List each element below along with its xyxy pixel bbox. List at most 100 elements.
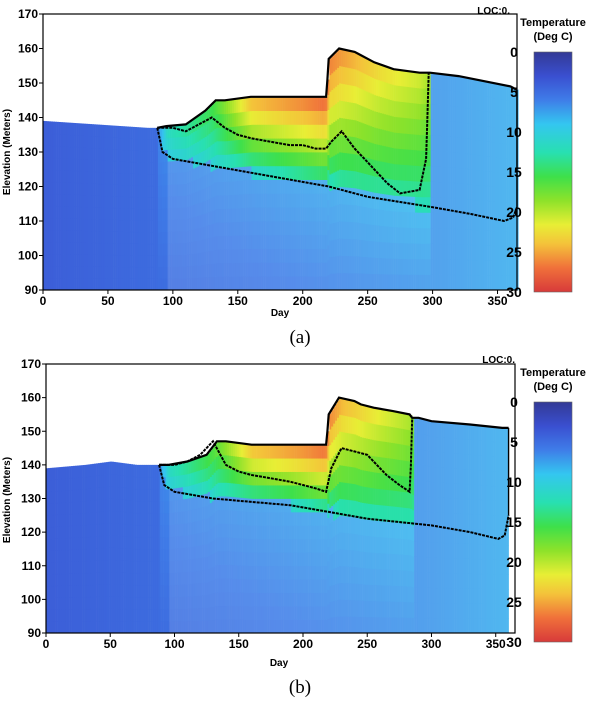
- temperature-cell: [138, 278, 141, 291]
- temperature-cell: [196, 458, 199, 472]
- temperature-cell: [121, 511, 124, 525]
- temperature-cell: [391, 84, 394, 101]
- temperature-cell: [374, 224, 377, 242]
- temperature-cell: [268, 96, 272, 111]
- temperature-cell: [175, 266, 178, 279]
- temperature-cell: [78, 135, 81, 148]
- temperature-cell: [245, 207, 248, 222]
- temperature-cell: [46, 145, 50, 158]
- temperature-cell: [259, 165, 262, 180]
- temperature-cell: [175, 184, 178, 197]
- temperature-cell: [157, 255, 161, 268]
- temperature-cell: [60, 230, 63, 243]
- temperature-cell: [202, 557, 205, 571]
- temperature-cell: [225, 591, 228, 607]
- temperature-cell: [255, 110, 258, 125]
- temperature-cell: [221, 550, 224, 565]
- temperature-cell: [62, 194, 65, 207]
- temperature-cell: [370, 207, 373, 225]
- temperature-cell: [101, 572, 105, 585]
- temperature-cell: [54, 265, 57, 279]
- temperature-cell: [323, 193, 326, 208]
- temperature-cell: [368, 273, 371, 291]
- temperature-cell: [150, 584, 153, 598]
- temperature-cell: [89, 183, 92, 196]
- temperature-cell: [128, 243, 131, 256]
- temperature-cell: [504, 187, 507, 203]
- temperature-cell: [395, 195, 398, 212]
- temperature-cell: [381, 161, 385, 178]
- temperature-cell: [111, 584, 114, 597]
- temperature-cell: [242, 565, 245, 580]
- temperature-cell: [413, 212, 416, 229]
- temperature-cell: [224, 249, 227, 264]
- temperature-cell: [56, 133, 59, 147]
- temperature-cell: [473, 169, 476, 185]
- temperature-cell: [46, 527, 49, 540]
- temperature-cell: [344, 187, 348, 205]
- temperature-cell: [99, 499, 103, 512]
- temperature-cell: [241, 125, 244, 140]
- temperature-cell: [171, 560, 174, 574]
- temperature-cell: [342, 169, 346, 188]
- temperature-cell: [265, 165, 268, 180]
- temperature-cell: [155, 255, 159, 268]
- temperature-cell: [88, 524, 91, 538]
- temperature-cell: [395, 132, 398, 149]
- temperature-cell: [502, 260, 505, 276]
- temperature-cell: [311, 124, 315, 139]
- temperature-cell: [323, 234, 326, 249]
- temperature-cell: [204, 468, 207, 482]
- temperature-cell: [321, 276, 324, 291]
- temperature-cell: [284, 110, 287, 125]
- temperature-cell: [130, 150, 133, 163]
- temperature-cell: [224, 276, 227, 291]
- temperature-cell: [202, 595, 205, 609]
- temperature-cell: [465, 244, 468, 261]
- temperature-cell: [225, 441, 228, 456]
- temperature-cell: [64, 170, 67, 183]
- temperature-cell: [152, 536, 155, 550]
- temperature-cell: [459, 213, 463, 230]
- temperature-cell: [280, 165, 283, 180]
- temperature-cell: [76, 549, 80, 562]
- temperature-cell: [43, 205, 46, 218]
- temperature-cell: [444, 274, 447, 291]
- temperature-cell: [370, 191, 373, 209]
- temperature-cell: [230, 99, 233, 114]
- temperature-cell: [84, 536, 87, 550]
- temperature-cell: [140, 524, 143, 538]
- temperature-cell: [221, 496, 224, 511]
- temperature-cell: [381, 257, 385, 275]
- temperature-cell: [48, 121, 52, 134]
- temperature-cell: [300, 221, 303, 236]
- temperature-cell: [257, 138, 260, 153]
- temperature-cell: [86, 596, 89, 610]
- temperature-cell: [148, 608, 151, 622]
- temperature-cell: [65, 561, 68, 574]
- temperature-cell: [167, 266, 170, 279]
- temperature-cell: [219, 441, 222, 456]
- temperature-cell: [111, 184, 114, 197]
- temperature-cell: [46, 480, 49, 493]
- temperature-cell: [92, 488, 95, 501]
- temperature-cell: [178, 511, 182, 525]
- temperature-cell: [49, 585, 53, 599]
- temperature-cell: [78, 513, 81, 526]
- temperature-cell: [331, 173, 334, 191]
- temperature-cell: [244, 470, 247, 485]
- temperature-cell: [372, 240, 375, 258]
- temperature-cell: [413, 258, 416, 275]
- temperature-cell: [215, 483, 218, 498]
- temperature-cell: [344, 169, 348, 188]
- temperature-cell: [128, 512, 132, 525]
- temperature-cell: [381, 273, 385, 291]
- temperature-cell: [267, 179, 270, 194]
- temperature-cell: [368, 59, 371, 77]
- temperature-cell: [438, 274, 441, 291]
- temperature-cell: [325, 165, 328, 180]
- temperature-cell: [463, 168, 467, 184]
- temperature-cell: [489, 275, 492, 291]
- temperature-cell: [205, 518, 209, 532]
- temperature-cell: [194, 570, 197, 584]
